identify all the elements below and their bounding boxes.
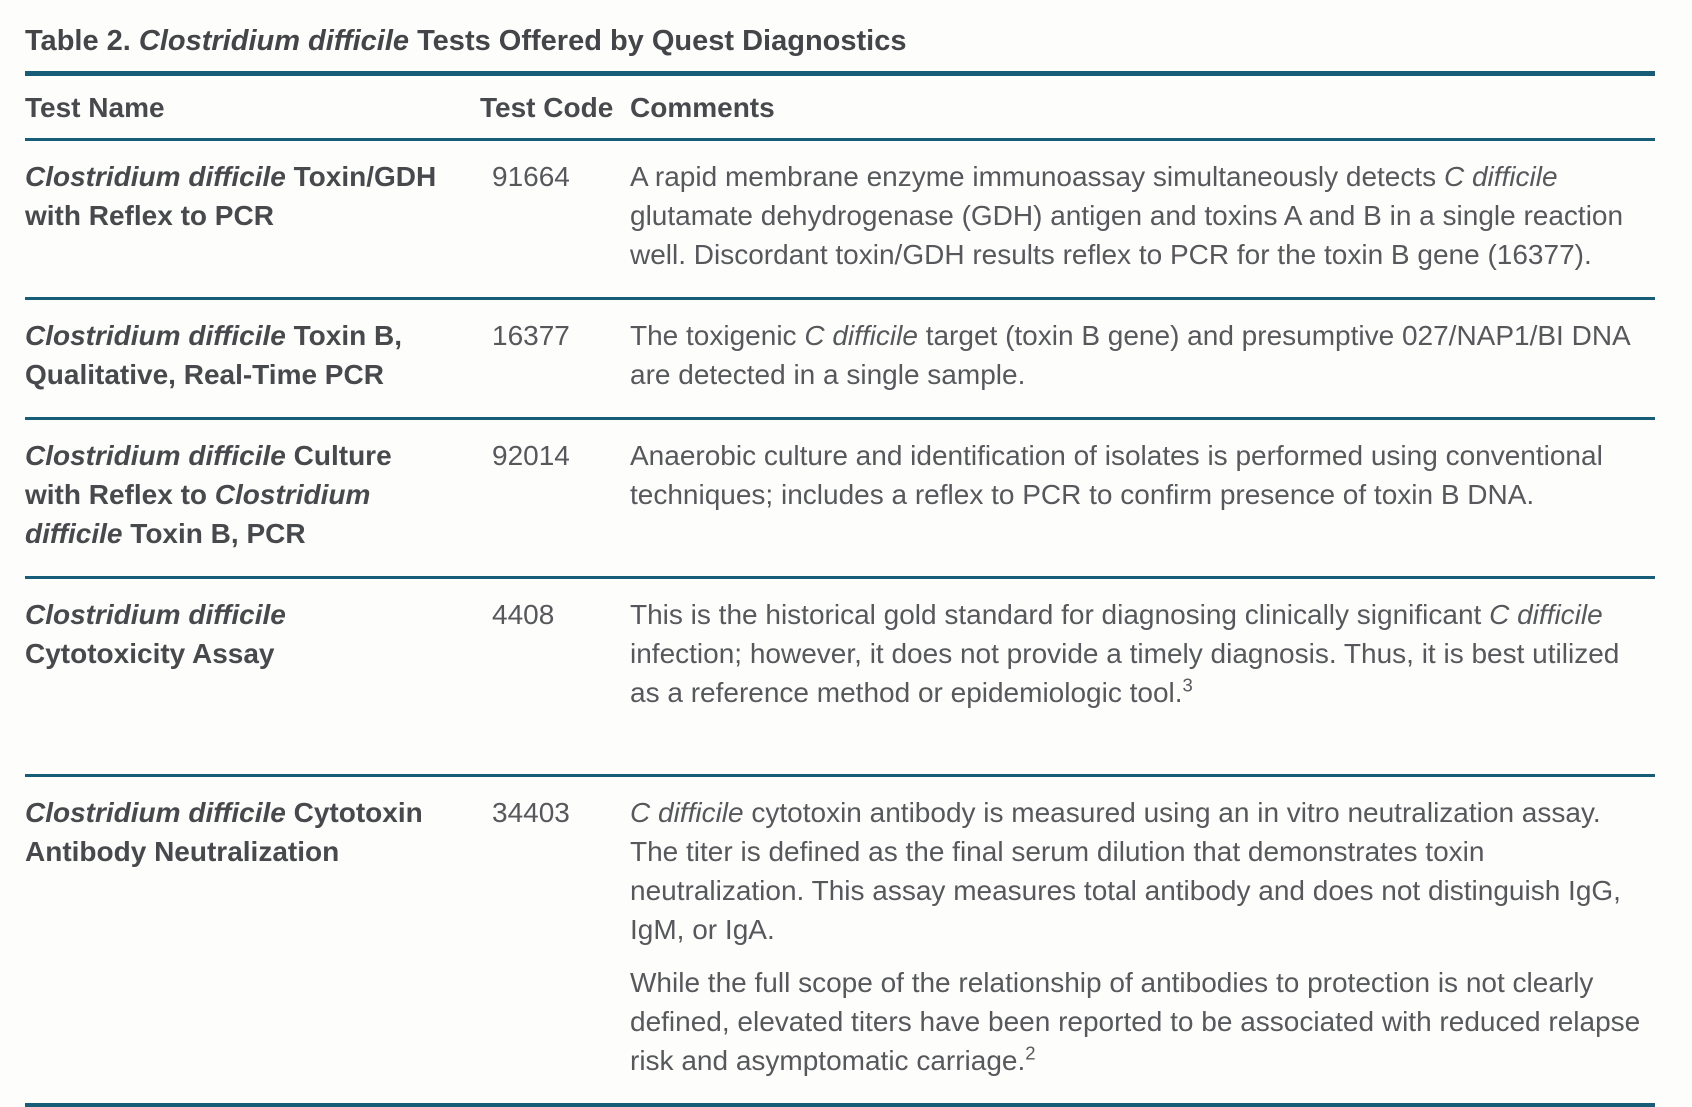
test-name-cell: Clostridium difficile Cytotoxin Antibody… bbox=[25, 793, 480, 1080]
table-row: Clostridium difficile Cytotoxicity Assay… bbox=[25, 579, 1655, 777]
text-segment: A rapid membrane enzyme immunoassay simu… bbox=[630, 161, 1444, 192]
text-segment: Toxin B, PCR bbox=[122, 518, 306, 549]
tests-table: Test Name Test Code Comments Clostridium… bbox=[25, 71, 1655, 1107]
text-segment: Toxin B, Qualitative, Real-Time PCR bbox=[25, 320, 403, 390]
table-row: Clostridium difficile Toxin/GDH with Ref… bbox=[25, 141, 1655, 300]
text-segment: Table 2. bbox=[25, 25, 139, 57]
table-title: Table 2. Clostridium difficile Tests Off… bbox=[25, 24, 1655, 58]
test-code-cell: 16377 bbox=[492, 320, 570, 351]
comments-cell: C difficile cytotoxin antibody is measur… bbox=[630, 793, 1655, 1080]
document-page: Table 2. Clostridium difficile Tests Off… bbox=[25, 24, 1655, 1107]
italic-text-segment: C difficile bbox=[804, 320, 918, 351]
comment-paragraph: A rapid membrane enzyme immunoassay simu… bbox=[630, 157, 1649, 274]
test-name-cell: Clostridium difficile Culture with Refle… bbox=[25, 436, 480, 553]
text-segment: target (toxin B gene) and presumptive 02… bbox=[630, 320, 1630, 390]
italic-text-segment: Clostridium difficile bbox=[25, 161, 286, 192]
column-header-test-code: Test Code bbox=[480, 92, 614, 123]
test-name-cell: Clostridium difficile Toxin B, Qualitati… bbox=[25, 316, 480, 394]
superscript-reference: 2 bbox=[1025, 1042, 1036, 1064]
comments-cell: The toxigenic C difficile target (toxin … bbox=[630, 316, 1655, 394]
test-code-cell: 91664 bbox=[492, 161, 570, 192]
text-segment: Tests Offered by Quest Diagnostics bbox=[409, 25, 907, 57]
italic-text-segment: Clostridium difficile bbox=[25, 479, 371, 549]
text-segment: Anaerobic culture and identification of … bbox=[630, 440, 1603, 510]
table-row: Clostridium difficile Toxin B, Qualitati… bbox=[25, 300, 1655, 420]
test-code-cell: 34403 bbox=[492, 797, 570, 828]
comments-cell: A rapid membrane enzyme immunoassay simu… bbox=[630, 157, 1655, 274]
comment-paragraph: This is the historical gold standard for… bbox=[630, 595, 1649, 712]
text-segment: Culture with Reflex to bbox=[25, 440, 392, 510]
table-bottom-rule bbox=[25, 1103, 1655, 1107]
text-segment: infection; however, it does not provide … bbox=[630, 638, 1620, 708]
text-segment: Cytotoxicity Assay bbox=[25, 638, 275, 669]
italic-text-segment: Clostridium difficile bbox=[25, 797, 286, 828]
test-code-cell: 92014 bbox=[492, 440, 570, 471]
comments-cell: This is the historical gold standard for… bbox=[630, 595, 1655, 712]
table-row: Clostridium difficile Cytotoxin Antibody… bbox=[25, 777, 1655, 1103]
text-segment: cytotoxin antibody is measured using an … bbox=[630, 797, 1621, 945]
italic-text-segment: Clostridium difficile bbox=[25, 599, 286, 630]
test-name-cell: Clostridium difficile Toxin/GDH with Ref… bbox=[25, 157, 480, 274]
italic-text-segment: Clostridium difficile bbox=[25, 440, 286, 471]
table-row: Clostridium difficile Culture with Refle… bbox=[25, 420, 1655, 579]
text-segment: Cytotoxin Antibody Neutralization bbox=[25, 797, 423, 867]
text-segment: While the full scope of the relationship… bbox=[630, 967, 1641, 1076]
text-segment: glutamate dehydrogenase (GDH) antigen an… bbox=[630, 200, 1624, 270]
italic-text-segment: C difficile bbox=[630, 797, 744, 828]
comment-paragraph: Anaerobic culture and identification of … bbox=[630, 436, 1649, 514]
table-body: Clostridium difficile Toxin/GDH with Ref… bbox=[25, 141, 1655, 1103]
test-code-cell: 4408 bbox=[492, 599, 555, 630]
superscript-reference: 3 bbox=[1182, 674, 1193, 696]
italic-text-segment: Clostridium difficile bbox=[138, 25, 410, 57]
table-header-row: Test Name Test Code Comments bbox=[25, 71, 1655, 141]
text-segment: Toxin/GDH with Reflex to PCR bbox=[25, 161, 437, 231]
comment-paragraph: C difficile cytotoxin antibody is measur… bbox=[630, 793, 1649, 949]
text-segment: This is the historical gold standard for… bbox=[630, 599, 1490, 630]
comment-paragraph: While the full scope of the relationship… bbox=[630, 963, 1649, 1080]
italic-text-segment: C difficile bbox=[1443, 161, 1558, 192]
test-name-cell: Clostridium difficile Cytotoxicity Assay bbox=[25, 595, 480, 712]
italic-text-segment: C difficile bbox=[1489, 599, 1603, 630]
column-header-comments: Comments bbox=[630, 92, 775, 123]
italic-text-segment: Clostridium difficile bbox=[25, 320, 286, 351]
comments-cell: Anaerobic culture and identification of … bbox=[630, 436, 1655, 553]
text-segment: The toxigenic bbox=[630, 320, 805, 351]
comment-paragraph: The toxigenic C difficile target (toxin … bbox=[630, 316, 1649, 394]
column-header-test-name: Test Name bbox=[25, 92, 165, 123]
